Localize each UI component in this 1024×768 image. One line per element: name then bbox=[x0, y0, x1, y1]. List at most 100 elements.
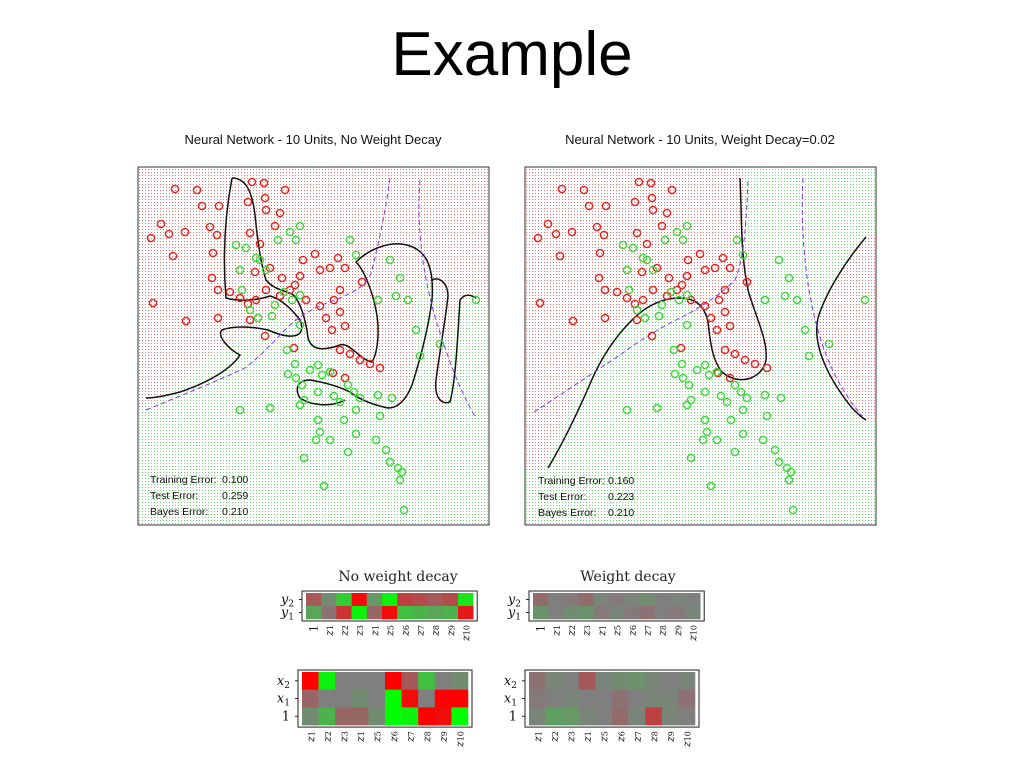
heatmap-row-label: x2 bbox=[504, 674, 517, 691]
heatmap-cell bbox=[624, 606, 640, 620]
heatmap-cell bbox=[545, 707, 563, 726]
bayes-boundary bbox=[418, 179, 477, 419]
point-red-class bbox=[327, 325, 337, 335]
heatmap-cell bbox=[442, 606, 459, 620]
point-red-class bbox=[212, 230, 222, 240]
point-green-class bbox=[295, 320, 305, 330]
point-red-class bbox=[340, 321, 350, 331]
heatmap-row-label: y2 bbox=[280, 593, 294, 610]
point-green-class bbox=[373, 295, 383, 305]
heatmap-cell bbox=[545, 689, 563, 708]
point-green-class bbox=[397, 467, 407, 477]
test-error-value: 0.223 bbox=[608, 491, 634, 503]
heatmap-cell bbox=[612, 672, 629, 690]
plot-frame bbox=[524, 166, 877, 526]
training-error-label: Training Error: bbox=[538, 475, 605, 487]
heatmap-cell bbox=[654, 606, 671, 620]
heatmap-cell bbox=[533, 606, 549, 620]
point-green-class bbox=[784, 475, 794, 485]
heatmap-column-label: 1 bbox=[308, 625, 321, 632]
point-red-class bbox=[295, 271, 305, 281]
point-red-class bbox=[584, 201, 594, 211]
point-red-class bbox=[235, 293, 245, 303]
point-red-class bbox=[247, 177, 257, 187]
heatmap-cell bbox=[434, 689, 452, 708]
heatmap-cell bbox=[335, 689, 353, 708]
point-red-class bbox=[148, 298, 158, 308]
heatmap-cell bbox=[418, 707, 436, 726]
point-red-class bbox=[315, 301, 325, 311]
heatmap-cell bbox=[368, 707, 386, 726]
point-green-class bbox=[774, 457, 784, 467]
heatmap-cell bbox=[412, 606, 428, 620]
heatmap-cell bbox=[529, 707, 546, 726]
heatmap-cell bbox=[661, 689, 679, 708]
heatmap-column-label: z9 bbox=[671, 625, 684, 637]
heatmap-cell bbox=[306, 593, 322, 607]
point-red-class bbox=[557, 184, 567, 194]
heatmap-column-label: z3 bbox=[338, 731, 351, 743]
point-green-class bbox=[622, 405, 632, 415]
heatmap-cell bbox=[661, 707, 679, 726]
background-region-red bbox=[525, 167, 769, 470]
heatmap-cell bbox=[385, 707, 402, 726]
point-green-class bbox=[415, 351, 425, 361]
point-green-class bbox=[686, 395, 696, 405]
heatmap-column-label: z6 bbox=[614, 731, 627, 743]
point-red-class bbox=[345, 349, 355, 359]
heatmap-column-label: z5 bbox=[598, 731, 611, 743]
point-red-class bbox=[595, 248, 605, 258]
heatmap-frame bbox=[528, 590, 705, 622]
heatmap-cell bbox=[458, 593, 474, 607]
heatmap-cell bbox=[321, 593, 337, 607]
point-red-class bbox=[260, 331, 270, 341]
point-green-class bbox=[700, 415, 710, 425]
point-green-class bbox=[824, 339, 834, 349]
bayes-error-value: 0.210 bbox=[222, 506, 248, 518]
heatmap-row-label: y1 bbox=[507, 606, 521, 623]
heatmap-column-label: z2 bbox=[338, 625, 351, 637]
point-red-class bbox=[280, 185, 290, 195]
point-red-class bbox=[146, 233, 156, 243]
point-red-class bbox=[355, 355, 365, 365]
point-red-class bbox=[365, 359, 375, 369]
point-green-class bbox=[804, 351, 814, 361]
point-red-class bbox=[695, 249, 705, 259]
point-red-class bbox=[555, 251, 565, 261]
point-green-class bbox=[738, 405, 748, 415]
point-red-class bbox=[725, 263, 735, 273]
point-green-class bbox=[351, 405, 361, 415]
point-green-class bbox=[319, 481, 329, 491]
point-green-class bbox=[624, 285, 634, 295]
heatmap-cell bbox=[451, 672, 469, 690]
point-red-class bbox=[251, 295, 261, 305]
training-error-label: Training Error: bbox=[150, 474, 217, 486]
heatmap-cell bbox=[382, 606, 398, 620]
point-green-class bbox=[305, 365, 315, 375]
point-green-class bbox=[355, 393, 365, 403]
point-red-class bbox=[340, 373, 350, 383]
heatmap-cell bbox=[578, 672, 596, 690]
point-green-class bbox=[722, 397, 732, 407]
plot-frame bbox=[137, 166, 490, 526]
point-red-class bbox=[667, 185, 677, 195]
heatmap-cell bbox=[427, 606, 444, 620]
heatmap-column-label: z8 bbox=[656, 625, 669, 637]
heatmap-cell bbox=[529, 689, 546, 708]
point-green-class bbox=[290, 359, 300, 369]
heatmap-cell bbox=[562, 672, 580, 690]
heatmap-cell bbox=[578, 593, 595, 607]
point-red-class bbox=[622, 293, 632, 303]
bayes-error-label: Bayes Error: bbox=[538, 507, 596, 519]
point-red-class bbox=[255, 239, 265, 249]
point-red-class bbox=[567, 227, 577, 237]
point-red-class bbox=[207, 273, 217, 283]
point-red-class bbox=[646, 178, 656, 188]
point-green-class bbox=[666, 287, 676, 297]
heatmap-column-label: z9 bbox=[664, 731, 677, 743]
heatmap-cell bbox=[397, 593, 413, 607]
heatmap-cell bbox=[306, 606, 322, 620]
heatmap-cell bbox=[628, 689, 646, 708]
point-green-class bbox=[279, 287, 289, 297]
